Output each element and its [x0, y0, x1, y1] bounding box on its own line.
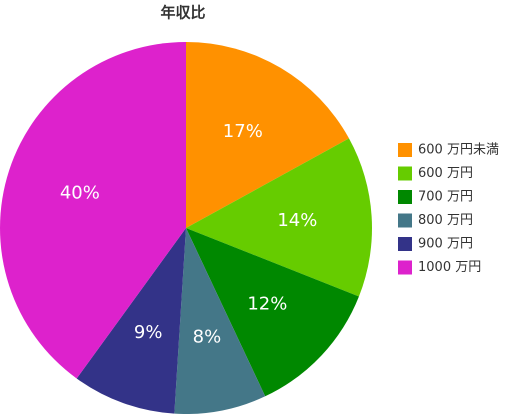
chart-title: 年収比 [160, 4, 205, 22]
slice-label: 40% [60, 183, 100, 204]
legend-label: 700 万円 [418, 190, 473, 205]
legend-label: 600 万円未満 [418, 143, 499, 158]
legend-swatch [398, 237, 412, 251]
legend-swatch [398, 143, 412, 157]
legend-swatch [398, 190, 412, 204]
pie-slice [76, 228, 186, 414]
legend-swatch [398, 166, 412, 181]
pie-slice [186, 42, 349, 228]
slice-label: 17% [223, 121, 263, 142]
slice-label: 8% [193, 327, 222, 348]
legend-label: 600 万円 [418, 166, 473, 181]
legend-label: 900 万円 [418, 237, 473, 252]
legend-swatch [398, 260, 412, 275]
pie-slice [186, 138, 372, 297]
pie-slice [174, 228, 266, 414]
slice-label: 14% [277, 210, 317, 231]
pie-slice [0, 42, 187, 379]
slice-label: 9% [134, 322, 163, 343]
legend-swatch [398, 213, 412, 228]
pie-slice [186, 228, 359, 397]
legend-label: 800 万円 [418, 213, 473, 228]
slice-label: 12% [247, 293, 287, 314]
legend-label: 1000 万円 [418, 260, 481, 275]
